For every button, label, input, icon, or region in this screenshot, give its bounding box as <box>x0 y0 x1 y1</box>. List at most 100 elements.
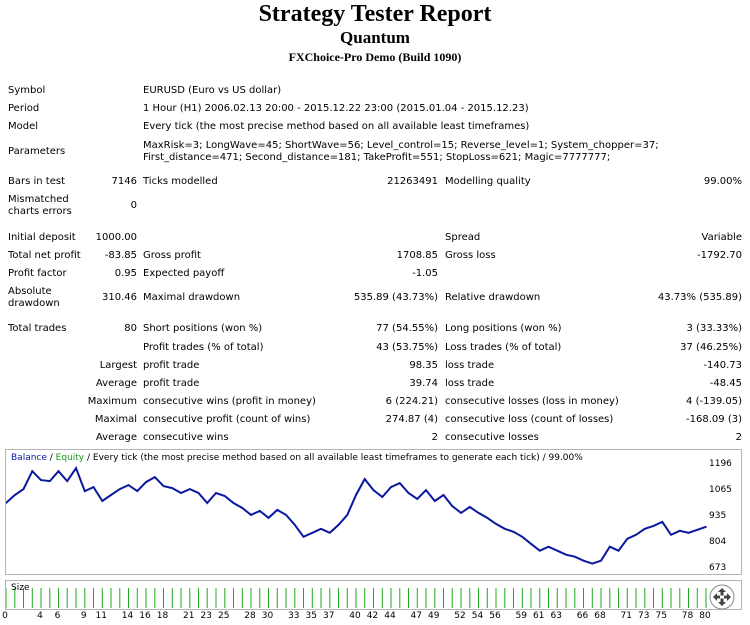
x-tick-label: 0 <box>2 611 8 621</box>
balance-point <box>407 492 410 494</box>
payoff-value: -1.05 <box>412 268 438 279</box>
grossloss-label: Gross loss <box>445 250 496 261</box>
ticks-value: 21263491 <box>387 176 438 187</box>
absdd-label: Absolute drawdown <box>8 286 60 309</box>
balance-point <box>337 524 340 526</box>
balance-point <box>31 470 34 472</box>
size-label: Size <box>11 583 30 593</box>
maxdd-value: 535.89 (43.73%) <box>353 292 438 303</box>
period-label: Period <box>8 103 40 114</box>
period-value: 1 Hour (H1) 2006.02.13 20:00 - 2015.12.2… <box>143 103 529 114</box>
balance-point <box>189 488 191 490</box>
ticks-label: Ticks modelled <box>143 176 218 187</box>
report-title: Strategy Tester Report <box>258 1 492 27</box>
x-tick-label: 71 <box>620 611 632 621</box>
size-panel-svg <box>6 588 707 608</box>
x-tick-label: 54 <box>471 611 484 621</box>
x-tick-label: 35 <box>305 611 317 621</box>
balance-point <box>276 509 279 511</box>
balance-point <box>460 512 462 514</box>
x-tick-label: 11 <box>95 611 107 621</box>
balance-point <box>504 528 506 530</box>
balance-point <box>609 545 611 548</box>
balance-point <box>320 528 322 530</box>
average-profit-label: profit trade <box>143 378 200 389</box>
balance-point <box>670 534 672 536</box>
x-tick-label: 33 <box>288 611 300 621</box>
x-tick-label: 30 <box>261 611 274 621</box>
balance-point <box>294 524 296 526</box>
balance-point <box>539 549 541 552</box>
balance-point <box>687 532 690 534</box>
x-tick-label: 49 <box>428 611 440 621</box>
balance-point <box>477 512 480 514</box>
balance-point <box>101 500 104 502</box>
y-tick-label: 1196 <box>709 459 732 469</box>
x-tick-label: 68 <box>594 611 606 621</box>
payoff-label: Expected payoff <box>143 268 225 279</box>
balance-point <box>381 496 384 498</box>
balance-point <box>329 532 331 534</box>
expert-name: Quantum <box>340 28 410 47</box>
caption-equity: Equity <box>55 453 85 463</box>
balance-point <box>644 528 646 530</box>
bars-value: 7146 <box>111 176 137 187</box>
largest-label: Largest <box>99 360 137 371</box>
spread-label: Spread <box>445 232 481 243</box>
maxdd-label: Maximal drawdown <box>143 292 241 303</box>
balance-point <box>469 506 471 508</box>
balance-point <box>75 467 77 469</box>
losstrades-value: 37 (46.25%) <box>680 342 742 353</box>
balance-point <box>259 510 261 512</box>
balance-chart-svg <box>6 466 707 565</box>
balance-point <box>565 553 567 556</box>
balance-point <box>425 489 427 491</box>
balance-point <box>363 478 366 480</box>
quality-value: 99.00% <box>703 176 742 187</box>
max-wins-label: consecutive wins (profit in money) <box>143 396 316 407</box>
balance-point <box>434 500 436 502</box>
maximum-label: Maximum <box>87 396 137 407</box>
balance-point <box>652 525 655 527</box>
short-label: Short positions (won %) <box>143 323 263 334</box>
max-losses-value: 4 (-139.05) <box>686 396 742 407</box>
balance-point <box>574 555 576 558</box>
zoom-icon[interactable] <box>708 583 736 611</box>
profittrades-value: 43 (53.75%) <box>376 342 438 353</box>
x-tick-label: 80 <box>699 611 711 621</box>
x-tick-label: 44 <box>384 611 396 621</box>
balance-point <box>416 498 419 500</box>
balance-point <box>49 480 51 482</box>
balance-point <box>521 536 524 538</box>
balance-point <box>635 534 637 536</box>
symbol-value: EURUSD (Euro vs US dollar) <box>143 85 282 96</box>
trades-label: Total trades <box>8 323 67 334</box>
max-wins-value: 6 (224.21) <box>385 396 438 407</box>
maximal-loss-value: -168.09 (3) <box>686 414 742 425</box>
profittrades-label: Profit trades (% of total) <box>143 342 264 353</box>
balance-point <box>355 494 357 496</box>
average-loss-label: loss trade <box>445 378 495 389</box>
caption-separator: / <box>46 453 56 463</box>
balance-point <box>110 494 112 496</box>
model-value: Every tick (the most precise method base… <box>143 121 530 132</box>
largest-loss-value: -140.73 <box>703 360 742 371</box>
balance-point <box>57 470 60 472</box>
x-tick-label: 14 <box>121 611 134 621</box>
long-value: 3 (33.33%) <box>686 323 742 334</box>
balance-point <box>127 484 130 486</box>
maximal-profit-value: 274.87 (4) <box>385 414 438 425</box>
model-label: Model <box>8 121 39 132</box>
balance-point <box>372 489 375 491</box>
x-tick-label: 66 <box>576 611 589 621</box>
balance-point <box>241 507 244 509</box>
balance-point <box>66 480 68 482</box>
grossprofit-label: Gross profit <box>143 250 201 261</box>
x-tick-label: 9 <box>80 611 87 621</box>
pf-value: 0.95 <box>114 268 137 279</box>
trades-value: 80 <box>124 323 137 334</box>
avg-losses-label: consecutive losses <box>445 432 539 443</box>
average-loss-value: -48.45 <box>709 378 742 389</box>
maximal-loss-label: consecutive loss (count of losses) <box>445 414 614 425</box>
balance-point <box>530 543 532 545</box>
